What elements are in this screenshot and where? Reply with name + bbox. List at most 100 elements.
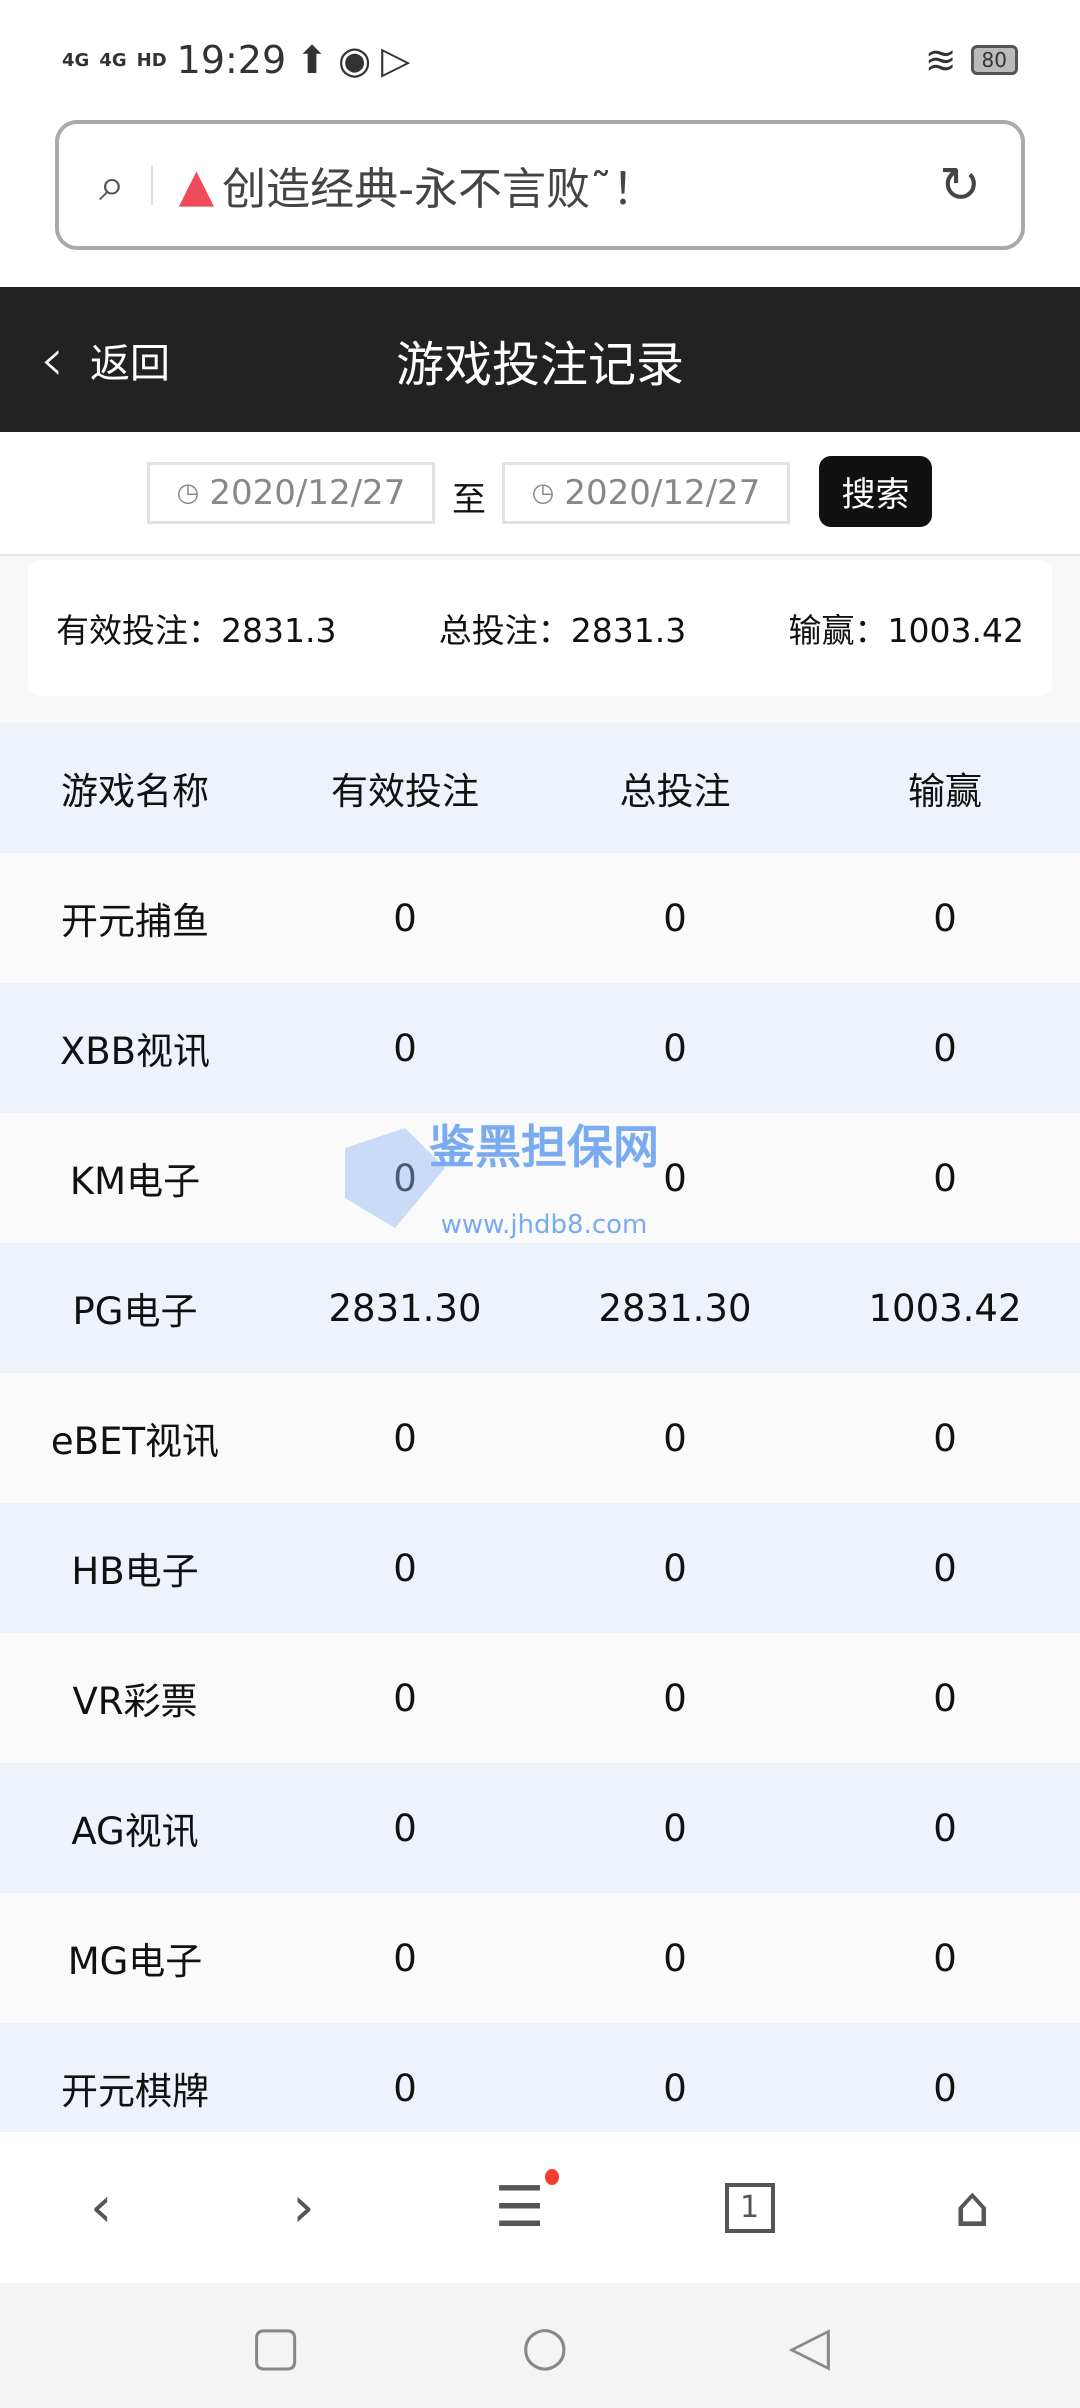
table-row: 开元棋牌 0 0 0 <box>0 2023 1080 2153</box>
cell-game-name: PG电子 <box>72 1290 198 1333</box>
app-notification-icon: ◉ <box>338 38 372 82</box>
search-icon: ⌕ <box>99 157 125 211</box>
cell-win-loss: 0 <box>933 1936 957 1980</box>
cell-win-loss: 0 <box>933 1546 957 1590</box>
cell-win-loss: 0 <box>933 896 957 940</box>
signal-icon: 4G <box>62 49 90 71</box>
recents-icon[interactable]: ▢ <box>250 2314 302 2377</box>
watermark-url: www.jhdb8.com <box>440 1210 648 1240</box>
cell-win-loss: 1003.42 <box>868 1286 1022 1330</box>
cell-game-name: HB电子 <box>71 1550 199 1593</box>
reload-icon[interactable]: ↻ <box>939 156 981 214</box>
page-header: ‹ 返回 游戏投注记录 <box>0 287 1080 432</box>
cell-total-bet: 0 <box>663 896 687 940</box>
play-icon: ▷ <box>381 38 411 82</box>
cell-total-bet: 2831.30 <box>598 1286 752 1330</box>
cell-valid-bet: 0 <box>393 2066 417 2110</box>
table-row: KM电子 0 0 0 <box>0 1113 1080 1243</box>
cell-game-name: AG视讯 <box>71 1810 199 1853</box>
cell-game-name: MG电子 <box>67 1940 203 1983</box>
table-row: AG视讯 0 0 0 <box>0 1763 1080 1893</box>
cell-valid-bet: 0 <box>393 1156 417 1200</box>
table-row: PG电子 2831.30 2831.30 1003.42 <box>0 1243 1080 1373</box>
cell-win-loss: 0 <box>933 1416 957 1460</box>
cell-game-name: KM电子 <box>69 1160 201 1203</box>
watermark-name: 鉴黑担保网 <box>429 1120 659 1174</box>
cell-valid-bet: 0 <box>393 1546 417 1590</box>
header-win-loss: 输赢 <box>908 770 982 813</box>
cell-game-name: XBB视讯 <box>59 1030 211 1073</box>
cell-game-name: eBET视讯 <box>50 1420 220 1463</box>
chevron-left-icon: ‹ <box>40 324 64 395</box>
table-row: 开元捕鱼 0 0 0 <box>0 853 1080 983</box>
menu-button[interactable]: ☰ <box>494 2169 559 2240</box>
cell-win-loss: 0 <box>933 1156 957 1200</box>
status-bar: 4G 4G HD 19:29 ⬆ ◉ ▷ ≋ 80 <box>0 0 1080 120</box>
home-circle-icon[interactable]: ○ <box>521 2314 569 2377</box>
battery-icon: 80 <box>970 45 1018 75</box>
cell-valid-bet: 0 <box>393 1416 417 1460</box>
table-row: eBET视讯 0 0 0 <box>0 1373 1080 1503</box>
cell-win-loss: 0 <box>933 1676 957 1720</box>
upload-icon: ⬆ <box>296 38 328 82</box>
summary-valid-bet: 有效投注：2831.3 <box>56 611 337 650</box>
cell-win-loss: 0 <box>933 1026 957 1070</box>
cell-valid-bet: 0 <box>393 1936 417 1980</box>
clock-icon: ◷ <box>176 478 200 508</box>
address-bar[interactable]: ⌕ ▲ 创造经典-永不言败˜！ ↻ <box>55 120 1025 250</box>
signal-icon: 4G <box>99 49 127 71</box>
wifi-icon: ≋ <box>924 38 957 82</box>
page-title: 游戏投注记录 <box>395 336 684 393</box>
end-date-value: 2020/12/27 <box>564 473 761 513</box>
summary-card: 有效投注：2831.3 总投注：2831.3 输赢：1003.42 <box>28 560 1052 696</box>
back-label: 返回 <box>90 340 170 387</box>
back-triangle-icon[interactable]: ◁ <box>788 2314 830 2377</box>
end-date-input[interactable]: ◷ 2020/12/27 <box>502 462 790 524</box>
warning-icon: ▲ <box>178 158 215 212</box>
cell-game-name: VR彩票 <box>72 1680 198 1723</box>
bet-table: 游戏名称 有效投注 总投注 输赢 开元捕鱼 0 0 0 XBB视讯 0 0 0 KM电子 0 0 0 P… <box>0 723 1080 2153</box>
tabs-button[interactable]: 1 <box>724 2182 775 2233</box>
forward-arrow-icon[interactable]: › <box>292 2175 315 2240</box>
clock-icon: ◷ <box>531 478 555 508</box>
divider <box>150 165 153 205</box>
cell-game-name: 开元捕鱼 <box>61 900 209 943</box>
system-nav: ▢ ○ ◁ <box>0 2283 1080 2408</box>
header-total-bet: 总投注 <box>619 770 731 813</box>
cell-total-bet: 0 <box>663 1416 687 1460</box>
cell-game-name: 开元棋牌 <box>61 2070 209 2113</box>
date-filter: ◷ 2020/12/27 至 ◷ 2020/12/27 搜索 <box>0 432 1080 556</box>
cell-win-loss: 0 <box>933 1806 957 1850</box>
table-row: XBB视讯 0 0 0 <box>0 983 1080 1113</box>
cell-win-loss: 0 <box>933 2066 957 2110</box>
table-row: MG电子 0 0 0 <box>0 1893 1080 2023</box>
cell-total-bet: 0 <box>663 2066 687 2110</box>
cell-valid-bet: 2831.30 <box>328 1286 482 1330</box>
to-label: 至 <box>452 480 486 520</box>
cell-total-bet: 0 <box>663 1806 687 1850</box>
header-game-name: 游戏名称 <box>61 770 209 813</box>
table-row: VR彩票 0 0 0 <box>0 1633 1080 1763</box>
cell-valid-bet: 0 <box>393 1806 417 1850</box>
cell-valid-bet: 0 <box>393 1026 417 1070</box>
cell-total-bet: 0 <box>663 1026 687 1070</box>
home-icon[interactable]: ⌂ <box>954 2175 990 2240</box>
start-date-value: 2020/12/27 <box>209 473 406 513</box>
hd-icon: HD <box>136 49 167 71</box>
search-button[interactable]: 搜索 <box>819 456 932 527</box>
table-header: 游戏名称 有效投注 总投注 输赢 <box>0 723 1080 853</box>
start-date-input[interactable]: ◷ 2020/12/27 <box>147 462 435 524</box>
clock: 19:29 <box>176 38 287 82</box>
table-row: HB电子 0 0 0 <box>0 1503 1080 1633</box>
url-text: 创造经典-永不言败˜！ <box>222 164 657 215</box>
back-button[interactable]: ‹ 返回 <box>40 325 170 395</box>
back-arrow-icon[interactable]: ‹ <box>89 2175 113 2240</box>
cell-total-bet: 0 <box>663 1676 687 1720</box>
notification-dot <box>544 2169 559 2185</box>
cell-valid-bet: 0 <box>393 1676 417 1720</box>
menu-icon: ☰ <box>494 2175 545 2240</box>
cell-total-bet: 0 <box>663 1546 687 1590</box>
cell-valid-bet: 0 <box>393 896 417 940</box>
cell-total-bet: 0 <box>663 1156 687 1200</box>
summary-total-bet: 总投注：2831.3 <box>438 611 687 650</box>
